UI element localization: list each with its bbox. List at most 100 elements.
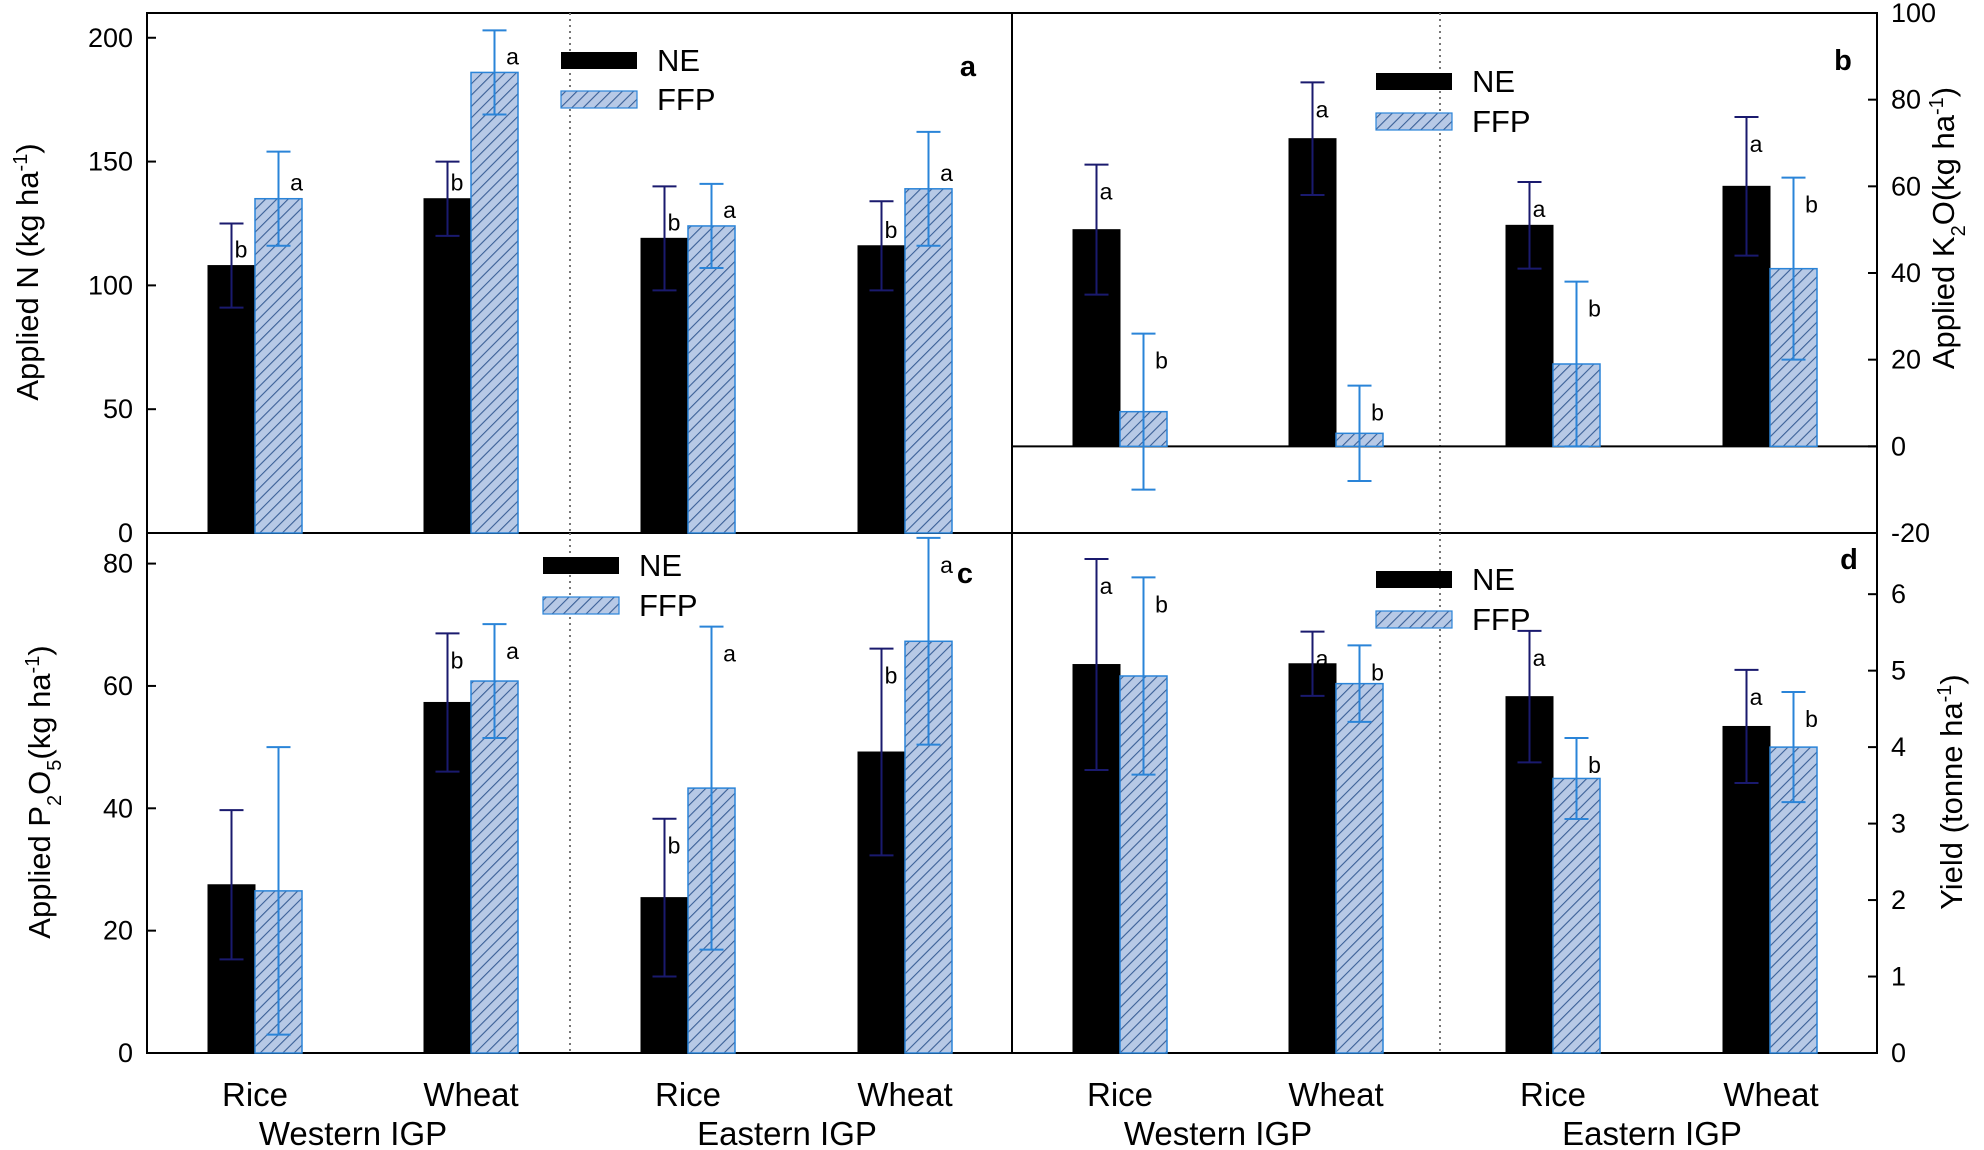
legend-swatch-ne [543, 557, 619, 574]
y-tick-label: 200 [88, 23, 133, 53]
significance-label: a [940, 552, 953, 578]
y-axis-title-panel-c: Applied P2O5(kg ha-1) [22, 645, 66, 938]
x-category-label: Rice [1087, 1076, 1153, 1113]
significance-label: a [506, 43, 519, 69]
significance-label: a [1533, 196, 1546, 222]
y-tick-label: 20 [1891, 345, 1921, 375]
legend-label-ne: NE [639, 548, 682, 583]
significance-label: a [1316, 96, 1329, 122]
y-tick-label: 80 [103, 549, 133, 579]
significance-label: a [1100, 573, 1113, 599]
panel-d-frame [1011, 532, 1878, 1054]
significance-label: a [1750, 131, 1763, 157]
legend-panel-c: NE FFP [542, 548, 698, 623]
y-tick-label: 5 [1891, 656, 1906, 686]
y-tick-label: 80 [1891, 85, 1921, 115]
bar-FFP-Wheat [470, 680, 519, 1054]
y-tick-label: 60 [103, 671, 133, 701]
significance-label: a [940, 160, 953, 186]
y-tick-label: 0 [118, 518, 133, 548]
y-tick-label: 150 [88, 147, 133, 177]
y-tick-label: 0 [1891, 431, 1906, 461]
group-label-western-igp: Western IGP [1124, 1115, 1312, 1150]
significance-label: a [1750, 684, 1763, 710]
y-tick-label: 4 [1891, 732, 1906, 762]
x-category-label: Wheat [423, 1076, 518, 1113]
y-tick-label: 0 [1891, 1038, 1906, 1068]
x-category-label: Wheat [1288, 1076, 1383, 1113]
x-category-label: Rice [1520, 1076, 1586, 1113]
legend-swatch-ffp [1375, 112, 1453, 131]
significance-label: b [885, 217, 898, 243]
bar-NE-Wheat [423, 198, 472, 534]
significance-label: b [235, 237, 248, 263]
legend-label-ffp: FFP [639, 588, 698, 623]
legend-swatch-ne [1376, 73, 1452, 90]
significance-label: a [723, 197, 736, 223]
y-tick-label: 40 [103, 793, 133, 823]
x-category-label: Rice [655, 1076, 721, 1113]
significance-label: b [1155, 591, 1168, 617]
bar-FFP-Rice [687, 225, 736, 534]
significance-label: b [1588, 296, 1601, 322]
y-tick-label: 60 [1891, 171, 1921, 201]
y-tick-label: 40 [1891, 258, 1921, 288]
group-label-eastern-igp: Eastern IGP [697, 1115, 877, 1150]
significance-label: a [723, 641, 736, 667]
y-tick-label: 6 [1891, 579, 1906, 609]
legend-swatch-ne [561, 52, 637, 69]
panel-label-d: d [1840, 544, 1858, 576]
y-tick-label: 2 [1891, 885, 1906, 915]
y-tick-label: 1 [1891, 962, 1906, 992]
y-axis-title-panel-b: Applied K2O(kg ha-1) [1926, 87, 1970, 369]
y-tick-label: 0 [118, 1038, 133, 1068]
legend-label-ffp: FFP [1472, 104, 1531, 139]
significance-label: b [1805, 706, 1818, 732]
group-label-western-igp: Western IGP [259, 1115, 447, 1150]
group-label-eastern-igp: Eastern IGP [1562, 1115, 1742, 1150]
significance-label: b [1588, 752, 1601, 778]
legend-swatch-ffp [542, 596, 620, 615]
y-tick-label: -20 [1891, 518, 1930, 548]
legend-label-ne: NE [1472, 562, 1515, 597]
significance-label: b [451, 647, 464, 673]
panel-label-b: b [1834, 45, 1852, 77]
bar-NE-Wheat [1288, 663, 1337, 1054]
y-tick-label: 3 [1891, 809, 1906, 839]
y-tick-label: 50 [103, 394, 133, 424]
x-category-label: Wheat [857, 1076, 952, 1113]
bar-FFP-Wheat [470, 71, 519, 534]
legend-panel-d: NE FFP [1375, 562, 1531, 637]
significance-label: b [668, 209, 681, 235]
legend-swatch-ne [1376, 571, 1452, 588]
significance-label: a [506, 638, 519, 664]
significance-label: b [451, 170, 464, 196]
significance-label: b [885, 663, 898, 689]
y-tick-label: 20 [103, 916, 133, 946]
significance-label: b [1155, 348, 1168, 374]
legend-panel-b: NE FFP [1375, 64, 1531, 139]
significance-label: a [1316, 646, 1329, 672]
significance-label: b [1371, 659, 1384, 685]
y-tick-label: 100 [1891, 0, 1936, 28]
x-category-label: Rice [222, 1076, 288, 1113]
significance-label: b [1371, 400, 1384, 426]
y-axis-title-panel-d: Yield (tonne ha-1) [1934, 674, 1969, 910]
legend-swatch-ffp [1375, 610, 1453, 629]
significance-label: b [668, 833, 681, 859]
significance-label: a [1533, 645, 1546, 671]
legend-swatch-ffp [560, 90, 638, 109]
bar-FFP-Rice [254, 197, 303, 534]
bar-FFP-Wheat [1335, 682, 1384, 1054]
x-category-label: Wheat [1723, 1076, 1818, 1113]
legend-label-ffp: FFP [657, 82, 716, 117]
legend-label-ne: NE [657, 43, 700, 78]
y-axis-title-panel-a: Applied N (kg ha-1) [10, 143, 45, 400]
legend-label-ne: NE [1472, 64, 1515, 99]
panel-label-a: a [960, 51, 977, 83]
legend-panel-a: NE FFP [560, 43, 716, 117]
significance-label: a [290, 170, 303, 196]
y-tick-label: 100 [88, 270, 133, 300]
